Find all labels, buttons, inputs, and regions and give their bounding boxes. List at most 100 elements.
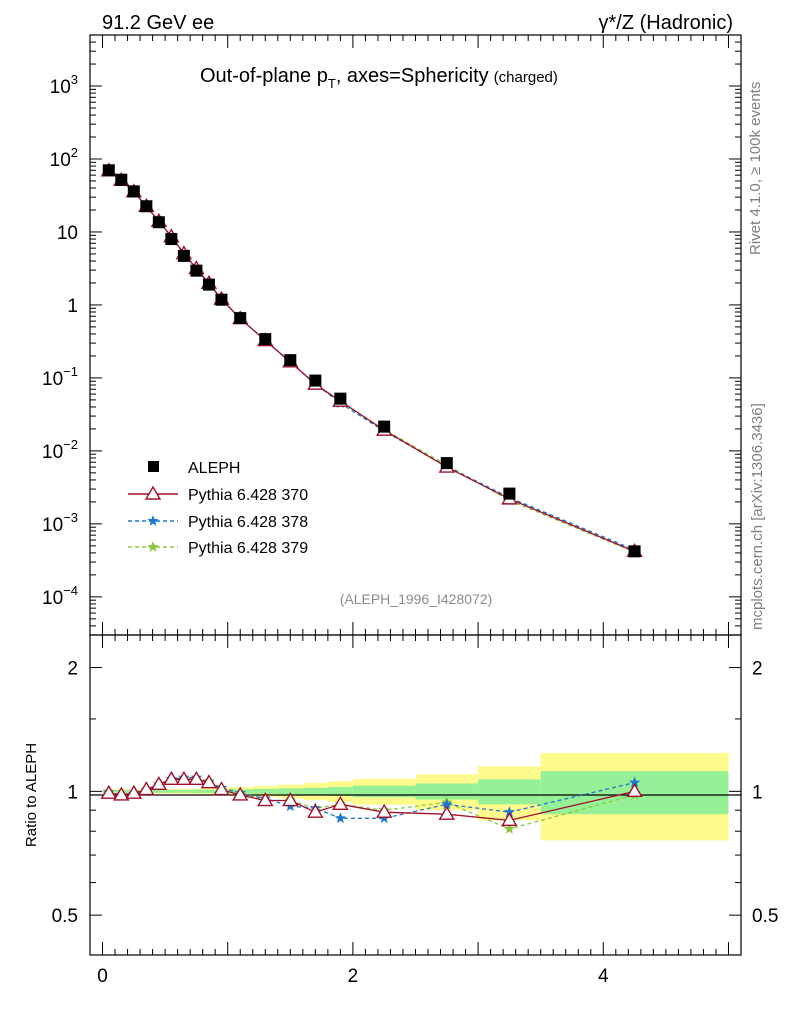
ratio-point — [628, 776, 641, 788]
ratio-y-tick-label-right: 2 — [752, 659, 763, 680]
ratio-band-green — [190, 789, 203, 793]
plot-title-rest: , axes=Sphericity — [336, 65, 489, 87]
x-tick-label: 0 — [97, 966, 108, 987]
data-point — [284, 354, 297, 367]
ratio-y-tick-label-right: 0.5 — [752, 906, 778, 927]
ratio-point — [175, 770, 193, 785]
series-aleph — [102, 164, 641, 558]
header-energy-label: 91.2 GeV ee — [102, 12, 214, 34]
header-process-label: γ*/Z (Hadronic) — [599, 12, 733, 34]
y-tick-exponent: 2 — [71, 145, 78, 160]
ratio-y-tick-label: 2 — [67, 659, 78, 680]
ratio-point — [503, 806, 516, 817]
ratio-point — [332, 795, 349, 811]
ratio-point — [282, 792, 299, 807]
y-tick-base: 10 — [50, 77, 71, 98]
y-tick-base: 10 — [57, 223, 78, 244]
data-point — [215, 293, 228, 306]
y-tick-label: 10−2 — [42, 437, 78, 463]
ratio-point — [125, 784, 143, 799]
data-point — [334, 392, 347, 405]
y-tick-label: 103 — [50, 72, 78, 98]
y-tick-base: 10 — [50, 150, 71, 171]
ratio-point — [113, 786, 130, 801]
y-tick-base: 10 — [42, 442, 63, 463]
ratio-y-tick-label-right: 1 — [752, 782, 763, 803]
ratio-point — [150, 775, 168, 791]
data-point — [165, 233, 178, 246]
ratio-band-green — [252, 788, 278, 794]
y-tick-exponent: 3 — [71, 72, 78, 87]
data-point — [140, 200, 153, 213]
legend-marker-378 — [147, 515, 159, 526]
ratio-point — [200, 774, 218, 789]
legend-star-icon — [147, 515, 159, 526]
ratio-point — [138, 781, 155, 796]
y-tick-base: 10 — [42, 515, 63, 536]
data-point — [259, 333, 272, 346]
y-tick-exponent: −3 — [63, 510, 78, 525]
y-tick-label: 10−3 — [42, 510, 78, 536]
series-pythia-6-428-379 — [103, 164, 641, 557]
ratio-point — [100, 784, 117, 799]
ratio-point — [503, 823, 516, 834]
legend-marker-aleph — [148, 461, 159, 472]
ratio-data-layer — [100, 770, 643, 834]
y-tick-label: 102 — [50, 145, 78, 171]
y-tick-exponent: −1 — [63, 364, 78, 379]
data-point — [177, 249, 190, 262]
ratio-point — [334, 812, 347, 824]
y-tick-label: 1 — [67, 296, 78, 317]
ratio-y-tick-label: 0.5 — [52, 906, 78, 927]
data-point — [152, 216, 165, 229]
ratio-y-axis-label: Ratio to ALEPH — [23, 743, 40, 847]
legend-label-378: Pythia 6.428 378 — [188, 514, 308, 531]
ratio-point — [307, 803, 324, 818]
ratio-point — [626, 782, 643, 798]
data-point — [102, 164, 115, 177]
ratio-axis-layer: 0.5 0.5 1 1 2 2 0 2 4 — [52, 635, 778, 987]
y-tick-exponent: −2 — [63, 437, 78, 452]
ratio-point — [232, 786, 249, 801]
ratio-y-tick-label: 1 — [67, 782, 78, 803]
ratio-band-green — [202, 789, 216, 793]
plot-title-suffix: (charged) — [494, 69, 558, 86]
legend-star-icon — [147, 541, 159, 552]
ratio-point — [213, 781, 230, 796]
data-point — [190, 264, 203, 277]
data-point — [309, 374, 322, 387]
ratio-band-green — [327, 786, 353, 796]
data-point — [127, 185, 140, 198]
legend-marker-370 — [144, 485, 162, 500]
ratio-point — [441, 798, 453, 810]
ratio-band-green — [352, 785, 416, 798]
plot-title: Out-of-plane pT, axes=Sphericity (charged… — [200, 65, 558, 91]
ratio-band-green — [277, 788, 303, 795]
legend-label-370: Pythia 6.428 370 — [188, 487, 308, 504]
data-point — [234, 312, 247, 325]
legend-label-aleph: ALEPH — [188, 460, 240, 477]
legend-marker-379 — [147, 541, 159, 552]
ratio-point — [375, 803, 393, 818]
series-pythia-6-428-370 — [100, 162, 643, 558]
series-pythia-6-428-378 — [103, 164, 641, 555]
analysis-watermark: (ALEPH_1996_I428072) — [340, 591, 493, 607]
ratio-point — [438, 805, 456, 820]
y-tick-label: 10 — [57, 223, 78, 244]
data-point — [503, 487, 516, 500]
x-tick-label: 4 — [598, 966, 609, 987]
y-tick-base: 10 — [42, 588, 63, 609]
data-point — [628, 545, 641, 558]
mcplots-label: mcplots.cern.ch [arXiv:1306.3436] — [749, 403, 766, 630]
y-tick-label: 10−1 — [42, 364, 78, 390]
data-point — [378, 420, 391, 433]
ratio-band-green — [177, 789, 191, 793]
ratio-band-green — [302, 787, 328, 795]
main-data-layer — [100, 162, 643, 558]
ratio-point — [188, 770, 205, 785]
data-point — [202, 278, 215, 291]
legend-label-379: Pythia 6.428 379 — [188, 540, 308, 557]
